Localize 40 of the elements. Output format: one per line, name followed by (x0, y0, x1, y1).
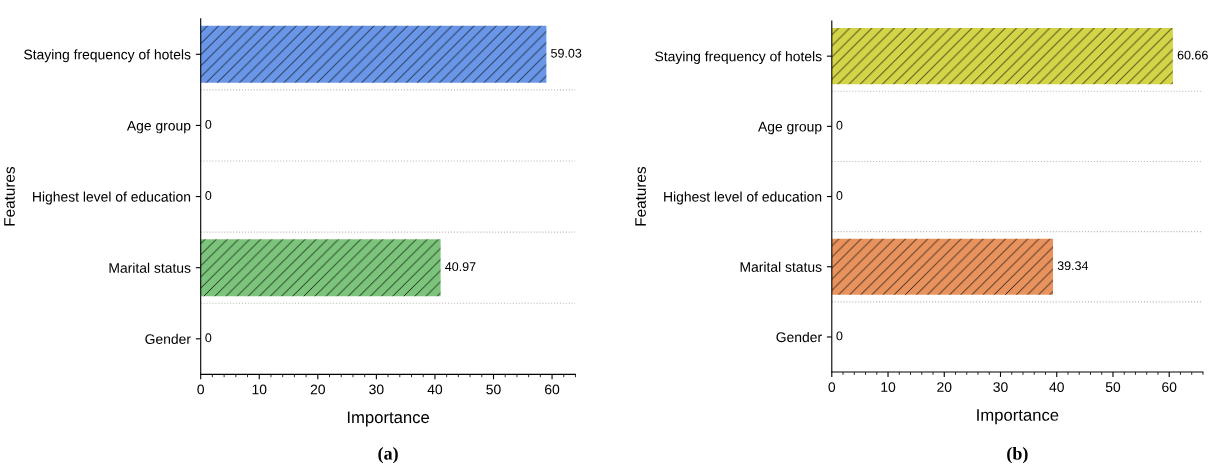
text: (a) (378, 446, 398, 464)
data-label: 39.34 (1057, 261, 1089, 271)
data-label: 0 (205, 333, 212, 343)
data-label: 0 (205, 119, 212, 129)
x-tick-label: 60 (545, 384, 560, 395)
x-tick-label: 20 (310, 384, 325, 395)
x-axis-title: Importance (977, 409, 1059, 425)
x-tick-label: 30 (993, 382, 1008, 392)
data-label: 0 (836, 191, 843, 200)
x-tick-label: 0 (197, 384, 205, 395)
y-axis-title: Features (4, 166, 15, 226)
x-tick-label: 20 (937, 382, 952, 392)
y-tick-label: Marital status (109, 262, 191, 273)
data-label: 0 (836, 120, 843, 130)
x-tick-label: 60 (1162, 382, 1177, 392)
x-tick-label: 40 (427, 384, 443, 395)
x-tick-label: 10 (881, 382, 896, 392)
y-tick-label: Gender (776, 331, 822, 343)
x-tick-label: 30 (369, 384, 384, 395)
y-tick-label: Staying frequency of hotels (24, 49, 191, 63)
x-tick-label: 50 (486, 384, 501, 395)
x-tick-label: 10 (252, 384, 267, 395)
y-tick-label: Age group (126, 120, 191, 134)
y-tick-label: Staying frequency of hotels (655, 51, 822, 65)
data-label: 60.66 (1177, 50, 1208, 60)
x-axis-title: Importance (347, 411, 430, 427)
text: (b) (1007, 446, 1028, 464)
data-label: 0 (836, 331, 843, 341)
x-tick-label: 40 (1049, 382, 1064, 392)
data-label: 40.97 (445, 262, 476, 272)
y-tick-label: Highest level of education (664, 191, 822, 205)
y-axis-title: Features (635, 166, 646, 226)
data-label: 0 (205, 191, 212, 200)
data-label: 59.03 (551, 48, 582, 58)
y-tick-label: Age group (758, 121, 822, 135)
x-tick-label: 0 (828, 382, 836, 392)
y-tick-label: Highest level of education (33, 191, 191, 205)
y-tick-label: Marital status (740, 261, 822, 272)
x-tick-label: 50 (1105, 382, 1121, 392)
y-tick-label: Gender (145, 333, 191, 344)
